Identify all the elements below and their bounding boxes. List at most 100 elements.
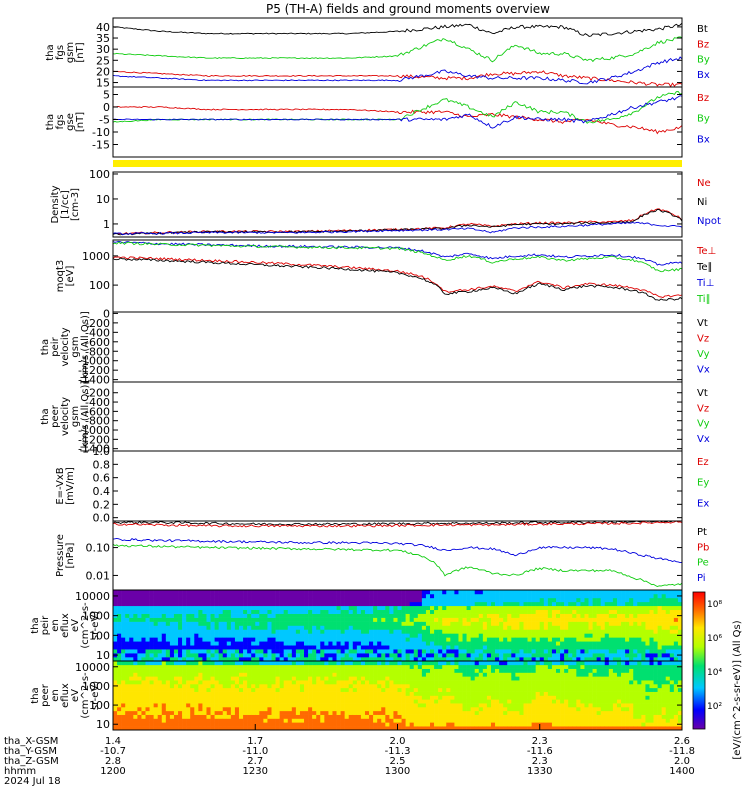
x-tick-label: 2.3 — [532, 736, 548, 747]
y-tick-label: 30 — [96, 43, 110, 56]
y-tick-label: -400 — [85, 396, 110, 409]
x-tick-label: 2.6 — [674, 736, 690, 747]
yellow-separator — [113, 160, 682, 167]
y-axis-label: [1/cc] — [60, 190, 71, 219]
y-tick-label: 10 — [96, 193, 110, 206]
y-tick-label: 100 — [89, 279, 110, 292]
colorbar-tick-label: 10² — [707, 702, 722, 712]
legend-entry-Ey: Ey — [697, 478, 709, 489]
y-tick-label: -600 — [85, 405, 110, 418]
y-axis-label: [km/s (All Qs)] — [80, 311, 91, 383]
legend-entry-Npot: Npot — [697, 216, 721, 227]
y-axis-label: Pressure — [55, 534, 66, 577]
y-tick-label: 0 — [103, 101, 110, 114]
legend: Ne Ni Npot — [697, 178, 721, 227]
y-axis-label: tha — [30, 617, 41, 633]
y-axis-label: gsm — [70, 406, 81, 427]
y-tick-label: -1200 — [78, 433, 110, 446]
legend-entry-Pi: Pi — [697, 573, 706, 584]
colorbar-tick-label: 10⁶ — [707, 634, 722, 644]
series-line-Ti⊥ — [112, 240, 683, 266]
y-axis-label: [cm-3] — [70, 188, 81, 221]
legend: Vt Vz Vy Vx — [697, 318, 710, 376]
panel-frame — [112, 17, 683, 88]
y-axis-label: (cm^2-s- — [80, 672, 91, 719]
colorbar-label: [eV/(cm^2-s-sr-eV)] (All Qs) — [732, 620, 743, 759]
x-axis: tha_X-GSM 1.4 1.7 2.0 2.3 2.6 tha_Y-GSM -10.7 -1… — [4, 724, 695, 787]
series-line-Bx — [112, 56, 683, 85]
y-axis-label: eV — [70, 619, 81, 632]
y-tick-label: 100 — [89, 699, 110, 712]
legend-entry-Pb: Pb — [697, 542, 709, 553]
legend-entry-Bz: Bz — [697, 39, 709, 50]
colorbar-tick-label: 10⁴ — [707, 668, 722, 678]
legend-entry-Vz: Vz — [697, 334, 709, 345]
y-tick-label: -1400 — [78, 374, 110, 387]
y-tick-label: -15 — [92, 139, 110, 152]
y-tick-label: 10000 — [75, 590, 110, 603]
series-line-Npot — [112, 221, 683, 236]
y-axis-label: [km/s (All Qs)] — [80, 381, 91, 453]
series-line-By — [112, 36, 683, 63]
y-axis-label: [nT] — [75, 112, 86, 132]
y-tick-label: 25 — [96, 54, 110, 67]
panel-frame — [112, 86, 683, 158]
y-tick-label: 10000 — [75, 661, 110, 674]
panel-density: 1 10 100 Density [1/cc] [cm-3] Ne Ni Npot — [50, 168, 721, 238]
y-axis-label: (cm^2-s- — [80, 602, 91, 649]
y-tick-label: -400 — [85, 326, 110, 339]
y-tick-label: 0.2 — [93, 498, 111, 511]
legend-entry-Vx: Vx — [697, 365, 710, 376]
y-axis-label: peir — [40, 615, 51, 635]
y-axis-label: E=-VxB — [55, 467, 66, 504]
panel-peir-spectrogram: 10 100 1000 10000 tha peir en eflux eV (cm^2-s-sr… — [30, 589, 683, 662]
y-tick-label: 1.0 — [93, 445, 111, 458]
y-tick-label: -1000 — [78, 424, 110, 437]
y-tick-label: -1400 — [78, 443, 110, 456]
series-line-Te⊥ — [112, 256, 683, 299]
y-axis-label: gsm — [70, 336, 81, 357]
colorbar-tick-label: 10⁸ — [707, 600, 722, 610]
legend: Ez Ey Ex — [697, 457, 709, 509]
y-tick-label: 0.4 — [93, 485, 111, 498]
y-tick-label: -200 — [85, 387, 110, 400]
legend-entry-Te⊥: Te⊥ — [696, 246, 716, 257]
y-axis-label: peer — [40, 683, 51, 707]
x-tick-label: 1300 — [385, 766, 410, 777]
y-axis-label: moqt3 — [55, 260, 66, 293]
x-row-label: hhmm — [4, 766, 36, 777]
x-tick-label: 2.3 — [532, 756, 548, 767]
series-line-Pe — [112, 543, 683, 587]
panel-peer-velocity: -1400-1200-1000-800-600-400-200 tha peer ve… — [40, 381, 710, 456]
y-axis-label: tha — [30, 687, 41, 703]
y-tick-label: -800 — [85, 345, 110, 358]
legend-entry-Ez: Ez — [697, 457, 709, 468]
y-axis-label: velocity — [60, 397, 71, 436]
y-axis-label: [nPa] — [65, 542, 76, 568]
x-tick-label: 2.0 — [390, 736, 406, 747]
y-axis-label: fgs — [55, 114, 66, 129]
panel-efield: 0.00.20.40.60.81.0 E=-VxB [mV/m] Ez Ey Ex — [55, 445, 709, 525]
y-axis-label: eV — [70, 689, 81, 702]
legend-entry-Vt: Vt — [697, 318, 708, 329]
series-line-Bz — [112, 70, 683, 88]
y-tick-label: 40 — [96, 21, 110, 34]
y-tick-label: -600 — [85, 336, 110, 349]
y-axis-label: eflux — [60, 683, 71, 708]
y-tick-label: -1200 — [78, 364, 110, 377]
x-tick-label: -10.7 — [100, 746, 126, 757]
legend-entry-Pe: Pe — [697, 558, 709, 569]
series-line-Pi — [112, 537, 683, 564]
series-line-Ni — [112, 209, 683, 236]
legend-entry-Bx: Bx — [697, 134, 710, 145]
x-tick-label: 1200 — [100, 766, 125, 777]
panel-fgs-gse: -15-10-505 tha fgs gse [nT] Bz By Bx — [45, 86, 710, 158]
y-tick-label: 0.01 — [86, 569, 111, 582]
y-tick-label: 100 — [89, 168, 110, 181]
legend-entry-Ni: Ni — [697, 197, 707, 208]
x-tick-label: -11.6 — [527, 746, 553, 757]
y-tick-label: -10 — [92, 126, 110, 139]
y-tick-label: 20 — [96, 65, 110, 78]
legend-entry-Ne: Ne — [697, 178, 711, 189]
